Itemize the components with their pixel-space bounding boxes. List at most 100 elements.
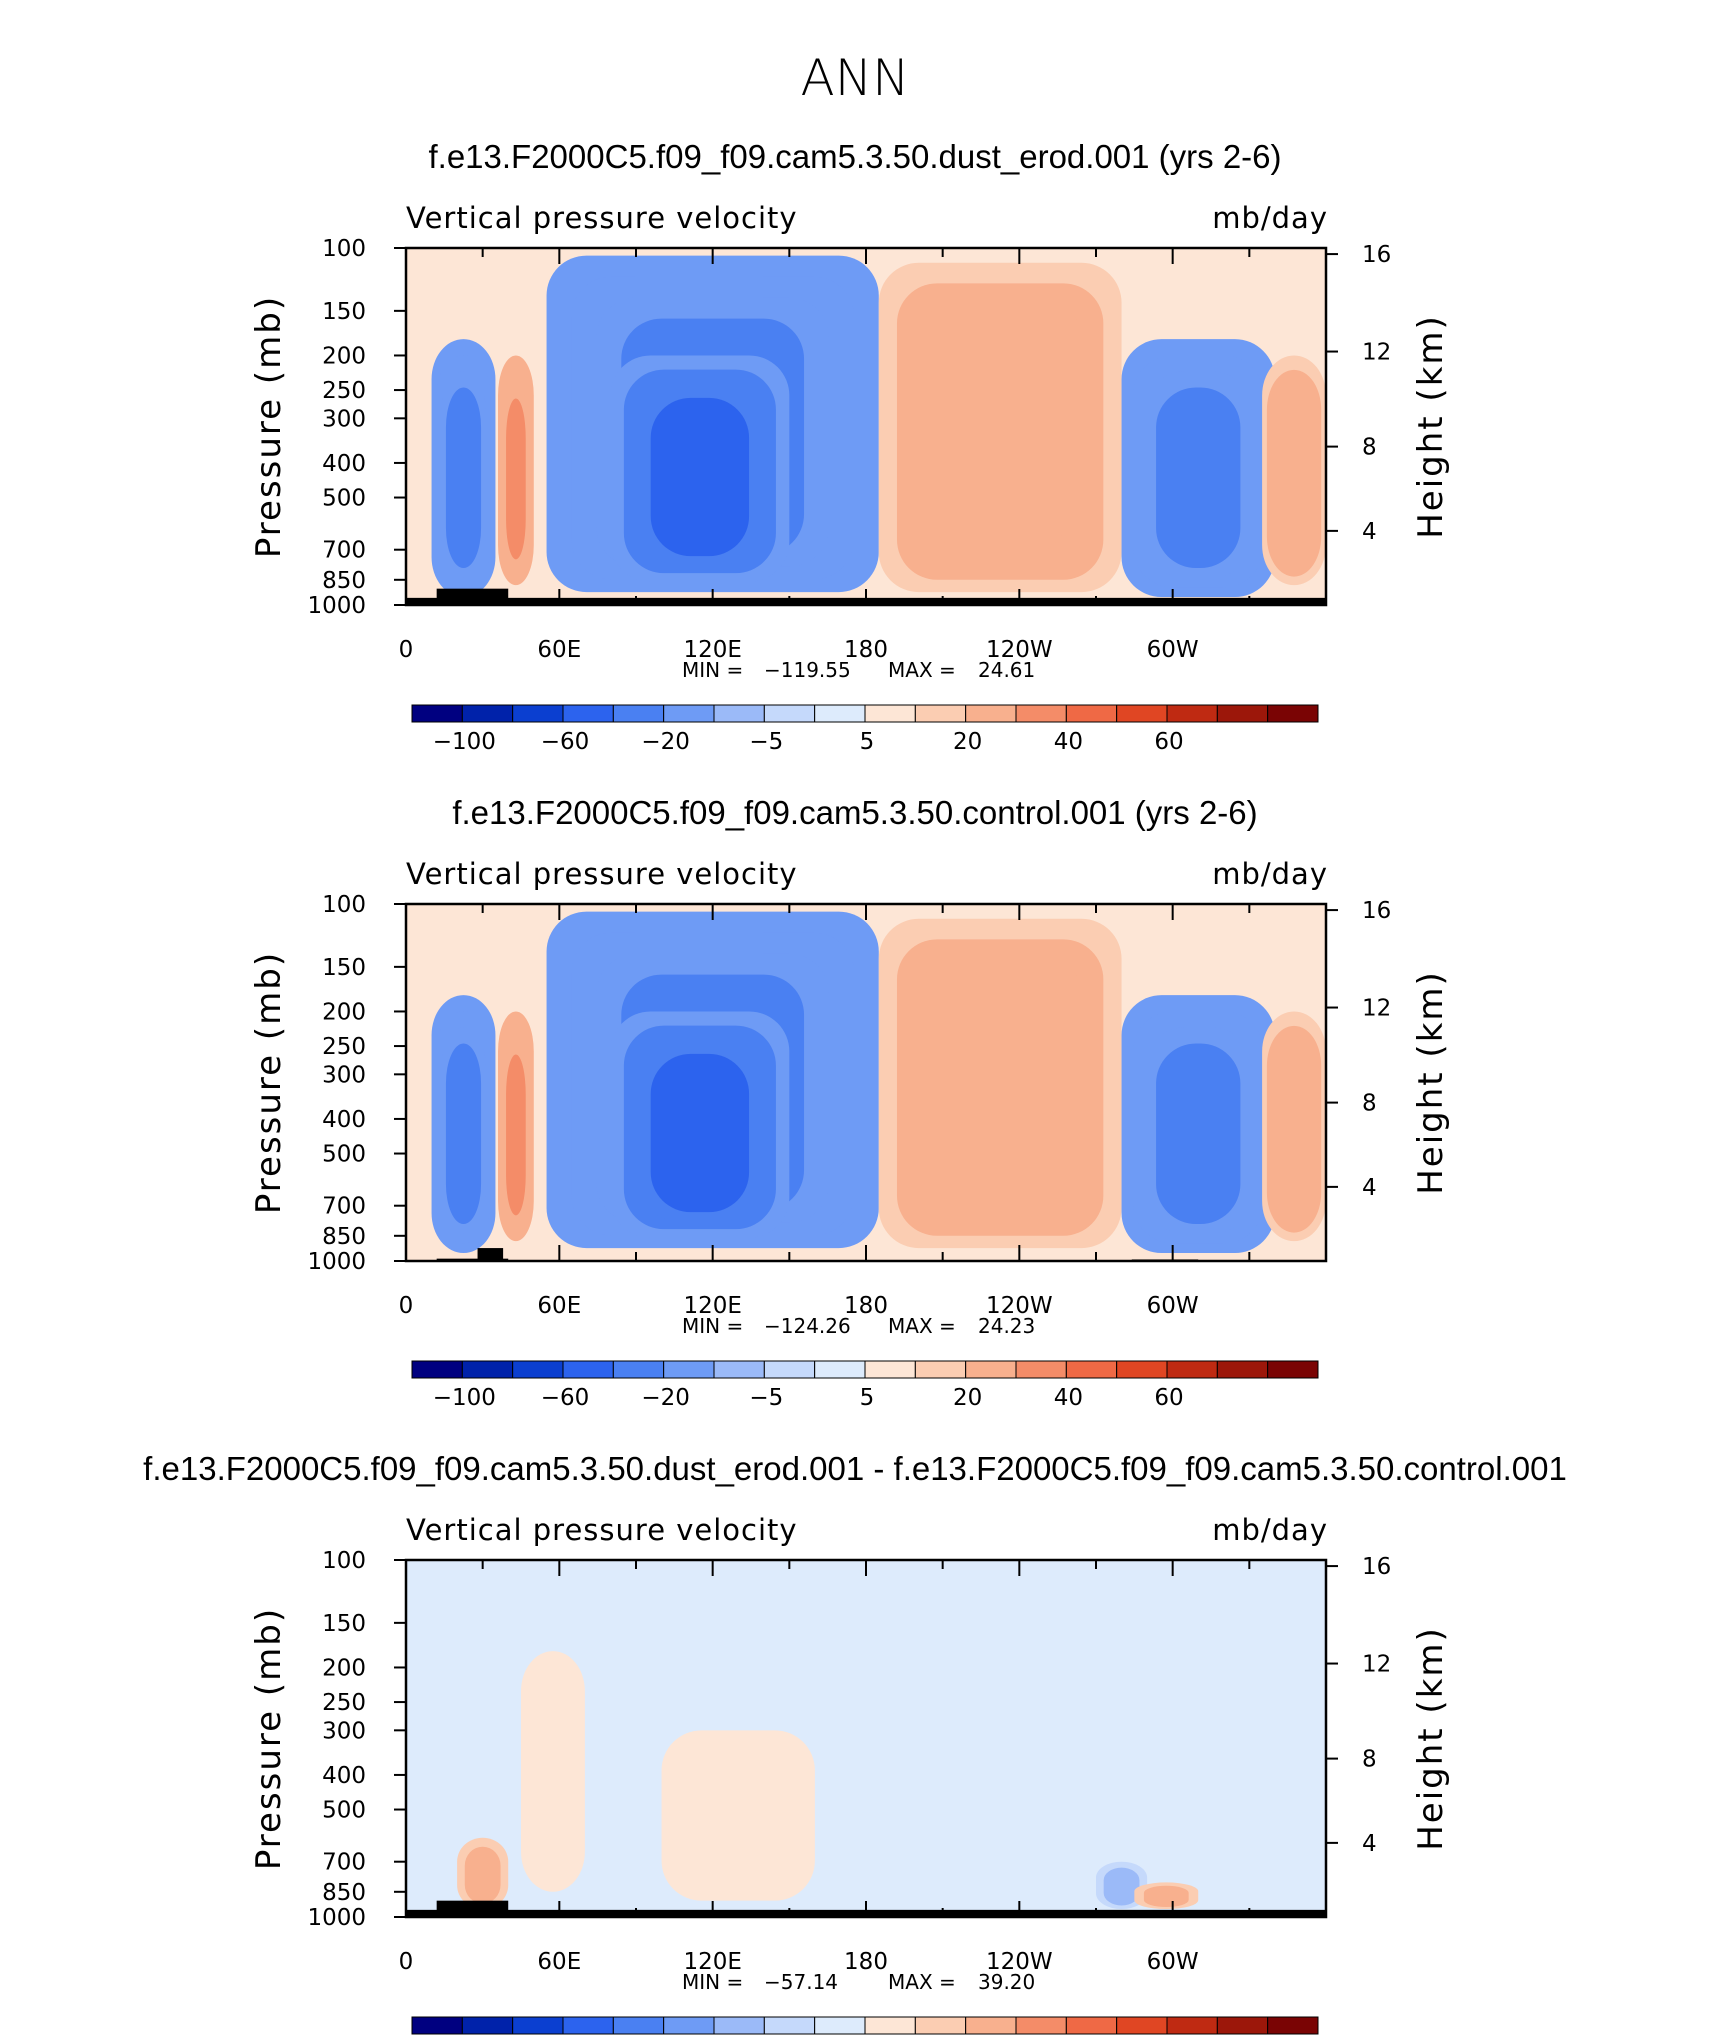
colorbar-swatch — [512, 1360, 564, 1379]
colorbar-swatch — [814, 2016, 866, 2035]
colorbar-swatch — [1267, 704, 1319, 723]
colorbar-swatch — [1065, 2016, 1118, 2035]
height-tick-label: 4 — [1362, 519, 1377, 545]
colorbar-label: −5 — [749, 729, 783, 755]
colorbar-swatch — [663, 1360, 715, 1379]
height-tick-label: 8 — [1362, 1091, 1377, 1117]
y-tick-label: 500 — [322, 1798, 366, 1824]
colorbar-swatch — [965, 704, 1017, 723]
y-tick-label: 400 — [322, 451, 366, 477]
colorbar-swatch — [1216, 704, 1269, 723]
y-tick-label: 1000 — [307, 1905, 366, 1931]
y-tick-label: 100 — [322, 236, 366, 262]
colorbar-swatch — [663, 2016, 715, 2035]
y-tick-label: 700 — [322, 538, 366, 564]
colorbar-swatch — [1216, 1360, 1269, 1379]
colorbar-swatch — [1216, 2016, 1269, 2035]
y-tick-label: 200 — [322, 343, 366, 369]
contour-region — [933, 324, 1067, 556]
topography-peak — [477, 1248, 504, 1261]
x-tick-label: 180 — [844, 1293, 888, 1319]
colorbar-swatch — [763, 2016, 816, 2035]
contour-region — [1276, 398, 1312, 560]
units-label: mb/day — [1212, 201, 1328, 235]
stat-max-value: 24.23 — [978, 1314, 1035, 1338]
stat-max-label: MAX = — [888, 1314, 956, 1338]
y-tick-label: 300 — [322, 406, 366, 432]
y-tick-label: 400 — [322, 1107, 366, 1133]
topography-peak — [436, 588, 509, 605]
contour-region — [506, 398, 526, 560]
x-tick-label: 60W — [1147, 1949, 1199, 1975]
colorbar-swatch — [512, 2016, 564, 2035]
stat-max-label: MAX = — [888, 1970, 956, 1994]
x-tick-label: 60E — [537, 1949, 581, 1975]
stat-min-value: −119.55 — [764, 658, 851, 682]
contour-region — [650, 1053, 750, 1213]
colorbar-swatch — [512, 704, 564, 723]
y-tick-label: 300 — [322, 1062, 366, 1088]
height-tick-label: 12 — [1362, 340, 1391, 366]
colorbar-swatch — [461, 2016, 514, 2035]
y-tick-label: 500 — [322, 486, 366, 512]
colorbar: −50−40−30−20−15−10−505101520304050 — [411, 2016, 1319, 2035]
y-tick-label: 250 — [322, 1690, 366, 1716]
colorbar-swatch — [1116, 2016, 1168, 2035]
colorbar-label: 5 — [860, 729, 875, 755]
colorbar-swatch — [864, 2016, 916, 2035]
colorbar-swatch — [1065, 704, 1118, 723]
main-title: ANN — [800, 49, 909, 107]
colorbar-swatch — [814, 1360, 866, 1379]
colorbar-swatch — [562, 2016, 614, 2035]
colorbar-swatch — [562, 1360, 614, 1379]
colorbar-label: −5 — [749, 1385, 783, 1411]
height-tick-label: 16 — [1362, 242, 1391, 268]
contour-region — [933, 980, 1067, 1212]
contour-region — [506, 1054, 526, 1216]
contour-region — [1103, 1867, 1140, 1906]
height-tick-label: 12 — [1362, 996, 1391, 1022]
colorbar-swatch — [814, 704, 866, 723]
colorbar-swatch — [713, 2016, 765, 2035]
colorbar-label: −100 — [433, 729, 496, 755]
x-tick-label: 60E — [537, 637, 581, 663]
x-tick-label: 120W — [986, 1293, 1053, 1319]
y-axis-title: Pressure (mb) — [249, 1607, 289, 1870]
panel-3: f.e13.F2000C5.f09_f09.cam5.3.50.dust_ero… — [143, 1450, 1567, 2035]
height-tick-label: 4 — [1362, 1831, 1377, 1857]
y-tick-label: 1000 — [307, 1249, 366, 1275]
colorbar-label: −20 — [641, 729, 690, 755]
contour-region — [445, 387, 482, 569]
stat-min-label: MIN = — [682, 1970, 743, 1994]
panel-1: f.e13.F2000C5.f09_f09.cam5.3.50.dust_ero… — [249, 138, 1451, 755]
height-tick-label: 12 — [1362, 1652, 1391, 1678]
y-tick-label: 850 — [322, 568, 366, 594]
stat-max-value: 39.20 — [978, 1970, 1035, 1994]
colorbar-swatch — [562, 704, 614, 723]
colorbar-label: −100 — [433, 1385, 496, 1411]
x-tick-label: 0 — [399, 1293, 414, 1319]
y-tick-label: 200 — [322, 999, 366, 1025]
contour-region — [1143, 1885, 1189, 1908]
y-tick-label: 700 — [322, 1850, 366, 1876]
colorbar: −100 −60 −20 −5 5 20 40 60 — [411, 1360, 1319, 1411]
y-tick-label: 250 — [322, 378, 366, 404]
height-tick-label: 16 — [1362, 898, 1391, 924]
colorbar-swatch — [612, 2016, 665, 2035]
colorbar-swatch — [914, 1360, 967, 1379]
panel-title: f.e13.F2000C5.f09_f09.cam5.3.50.control.… — [452, 794, 1257, 831]
colorbar-swatch — [713, 1360, 765, 1379]
y-tick-label: 850 — [322, 1880, 366, 1906]
colorbar-swatch — [914, 704, 967, 723]
panels: f.e13.F2000C5.f09_f09.cam5.3.50.dust_ero… — [143, 138, 1567, 2035]
stat-min-value: −57.14 — [764, 1970, 838, 1994]
colorbar-swatch — [1267, 2016, 1319, 2035]
colorbar-swatch — [864, 704, 916, 723]
y-tick-label: 1000 — [307, 593, 366, 619]
colorbar-label: −60 — [541, 729, 590, 755]
contour-field — [406, 248, 1326, 605]
x-tick-label: 60W — [1147, 1293, 1199, 1319]
y-tick-label: 850 — [322, 1224, 366, 1250]
colorbar-swatch — [1015, 704, 1067, 723]
colorbar-label: 20 — [953, 729, 982, 755]
